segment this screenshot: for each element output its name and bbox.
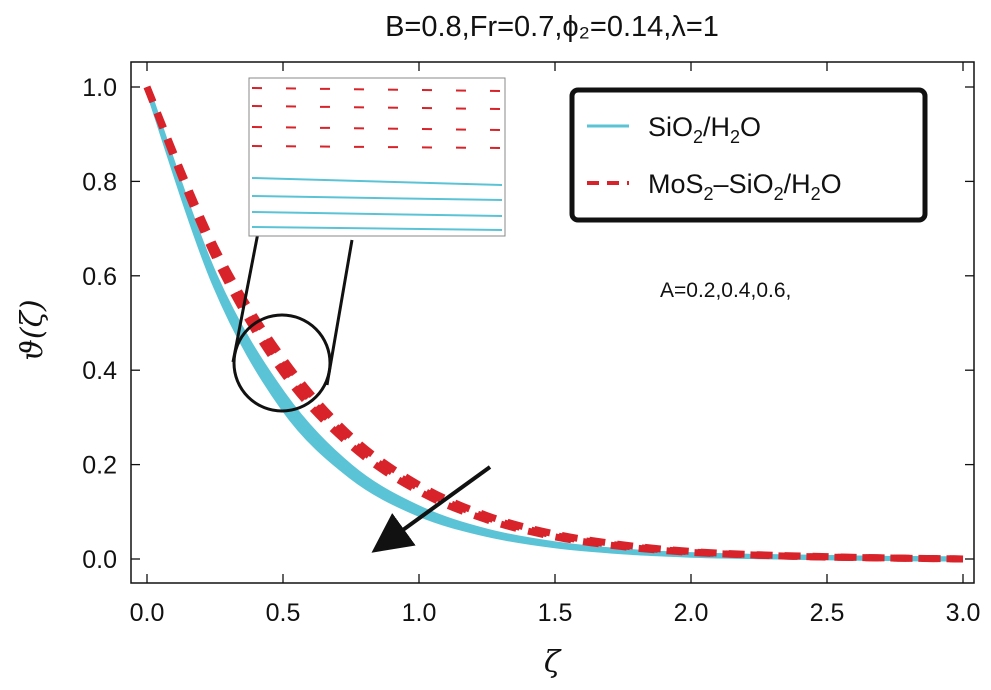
legend: SiO2/H2O MoS2–SiO2/H2O [569, 87, 928, 223]
zoom-inset [248, 77, 506, 237]
plot-frame [130, 61, 975, 584]
y-tick-label-2: 0.4 [82, 357, 117, 385]
x-tick-label-1: 0.5 [266, 599, 301, 627]
x-tick-label-3: 1.5 [538, 599, 573, 627]
inset-red-lines [251, 87, 503, 149]
series-layer [143, 85, 964, 563]
inset-cyan-lines [251, 177, 503, 231]
x-axis-label: ζ [544, 645, 562, 680]
x-tick-label-5: 2.5 [810, 599, 845, 627]
y-axis-label: ϑ(ζ) [15, 299, 50, 360]
chart-title: B=0.8,Fr=0.7,ϕ₂=0.14,λ=1 [385, 11, 719, 43]
series-line-5 [143, 85, 964, 563]
x-tick-label-6: 3.0 [946, 599, 981, 627]
legend-label-sio2: SiO2/H2O [648, 112, 761, 147]
x-tick-label-2: 1.0 [402, 599, 437, 627]
y-tick-label-3: 0.6 [82, 263, 117, 291]
parameter-annotation: A=0.2,0.4,0.6, [660, 279, 791, 302]
y-tick-label-5: 1.0 [82, 74, 117, 102]
legend-box [569, 87, 928, 223]
zoom-line-left [231, 211, 264, 363]
zoom-line-right [325, 239, 354, 386]
legend-label-mos2: MoS2–SiO2/H2O [648, 169, 842, 204]
ticks-layer: 0.0 0.5 1.0 1.5 2.0 2.5 3.0 0.0 0.2 0.4 0.6 0.8 1.0 [82, 62, 980, 627]
y-tick-label-4: 0.8 [82, 168, 117, 196]
y-tick-label-0: 0.0 [82, 546, 117, 574]
trend-arrow [371, 465, 492, 553]
x-tick-label-0: 0.0 [130, 599, 165, 627]
x-tick-label-4: 2.0 [674, 599, 709, 627]
y-tick-label-1: 0.2 [82, 452, 117, 480]
